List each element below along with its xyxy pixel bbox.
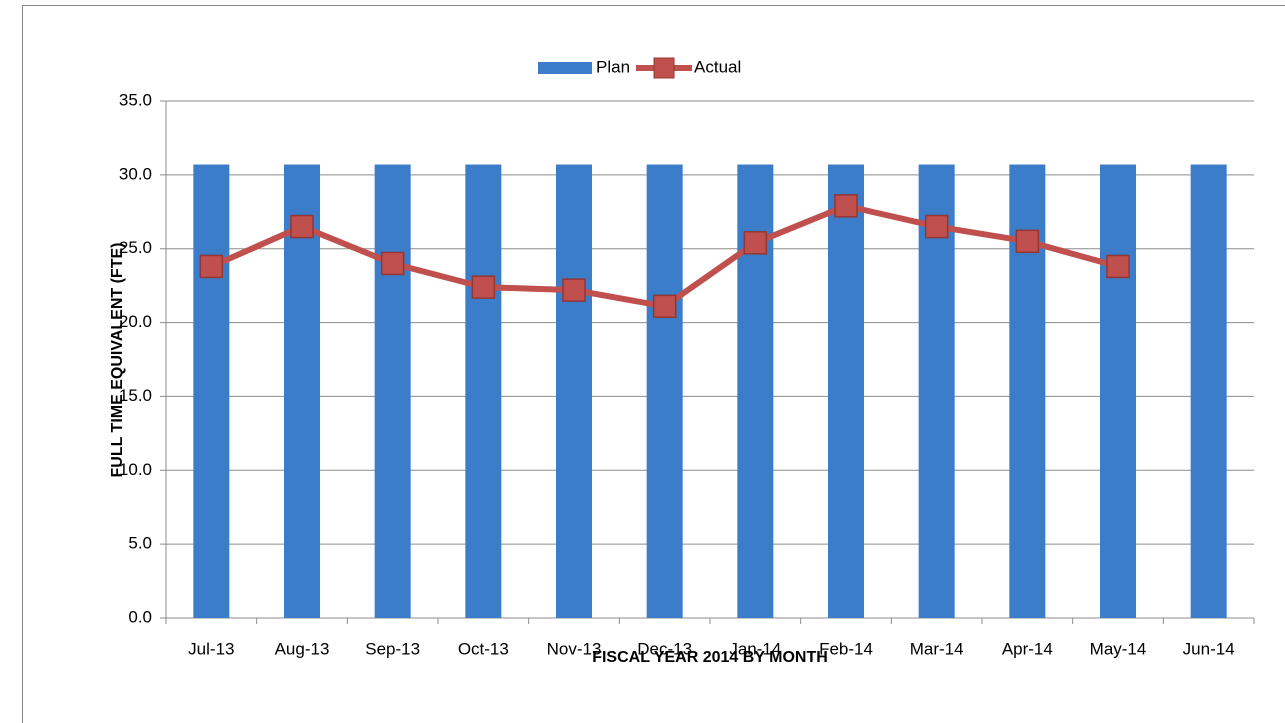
bar: [918, 164, 955, 618]
legend-marker: [653, 57, 675, 79]
bar: [1190, 164, 1227, 618]
bar: [646, 164, 683, 618]
x-tick-label: Nov-13: [547, 639, 602, 658]
bar: [556, 164, 592, 618]
x-tick-label: May-14: [1090, 639, 1147, 658]
marker: [562, 278, 586, 302]
x-tick-label: Jul-13: [188, 639, 234, 658]
y-tick-label: 15.0: [119, 386, 152, 405]
x-tick-label: Dec-13: [637, 639, 692, 658]
x-tick-label: Feb-14: [819, 639, 873, 658]
y-tick-label: 20.0: [119, 312, 152, 331]
x-tick-label: Jan-14: [729, 639, 781, 658]
x-tick-label: Aug-13: [275, 639, 330, 658]
bar: [828, 164, 864, 618]
marker: [1106, 254, 1130, 279]
x-tick-label: Sep-13: [365, 639, 420, 658]
marker: [290, 214, 314, 239]
marker: [471, 275, 496, 299]
marker: [743, 231, 768, 255]
bar: [374, 164, 411, 618]
marker: [380, 251, 405, 276]
x-tick-label: Mar-14: [910, 639, 964, 658]
marker: [1015, 229, 1040, 254]
y-tick-label: 10.0: [119, 460, 152, 479]
y-tick-label: 0.0: [128, 607, 152, 626]
marker: [199, 254, 224, 279]
bar: [1100, 164, 1136, 618]
marker: [834, 194, 858, 218]
x-axis-title: FISCAL YEAR 2014 BY MONTH: [592, 649, 828, 666]
marker: [652, 294, 677, 319]
bar: [284, 164, 320, 618]
y-tick-label: 25.0: [119, 238, 152, 257]
y-tick-label: 30.0: [119, 164, 152, 183]
y-axis-title: FULL TIME EQUIVALENT (FTE): [109, 243, 126, 478]
y-tick-label: 35.0: [119, 90, 152, 109]
x-tick-label: Oct-13: [458, 639, 509, 658]
marker: [924, 214, 949, 239]
legend-swatch: [538, 62, 592, 74]
chart-border: [22, 5, 1285, 723]
x-tick-label: Jun-14: [1183, 639, 1235, 658]
y-tick-label: 5.0: [128, 534, 152, 553]
legend-label: Plan: [596, 57, 630, 76]
legend-label: Actual: [694, 57, 741, 76]
bar: [193, 164, 230, 618]
bar: [465, 164, 502, 618]
x-tick-label: Apr-14: [1002, 639, 1053, 658]
